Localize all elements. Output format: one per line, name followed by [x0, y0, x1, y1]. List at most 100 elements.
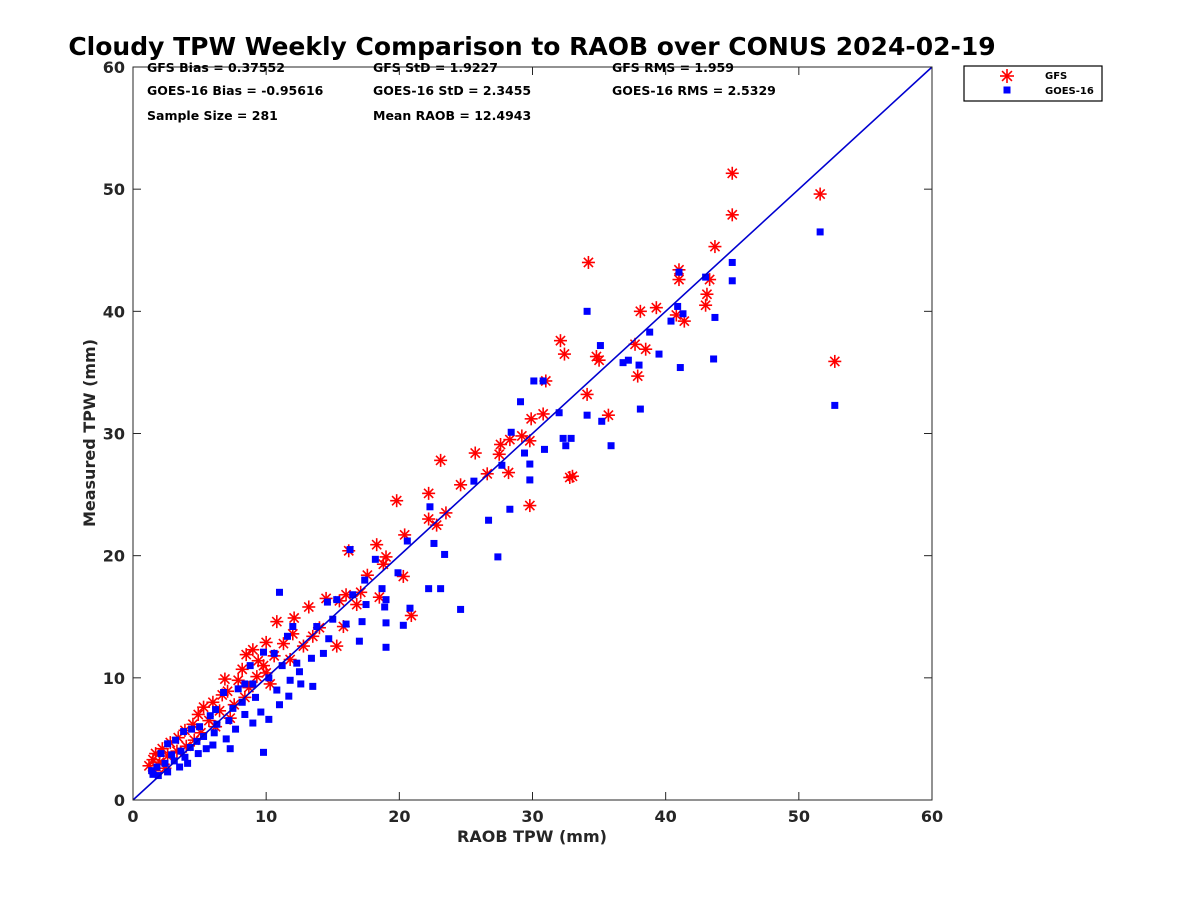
goes16-point: [675, 268, 683, 276]
stat-text: GFS StD = 1.9227: [373, 60, 498, 75]
goes16-point: [180, 728, 188, 736]
goes16-point: [283, 632, 291, 640]
goes16-point: [710, 355, 718, 363]
goes16-point: [275, 588, 283, 596]
goes16-point: [349, 591, 357, 599]
goes16-point: [506, 505, 514, 513]
gfs-point: [330, 639, 344, 653]
goes16-point: [457, 605, 465, 613]
goes16-point: [437, 585, 445, 593]
gfs-point: [396, 569, 410, 583]
legend-gfs-asterisk: [1000, 69, 1014, 83]
stat-text: GFS Bias = 0.37552: [147, 60, 285, 75]
goes16-point: [293, 659, 301, 667]
axis-ticks: 0 10 20 30 40 50 60 0 10 20 30 40 50 60: [103, 58, 943, 826]
goes16-point: [157, 750, 165, 758]
goes16-point: [260, 748, 268, 756]
goes16-point: [430, 539, 438, 547]
goes16-point: [583, 307, 591, 315]
gfs-point: [246, 643, 260, 657]
gfs-point: [404, 609, 418, 623]
gfs-point: [239, 648, 253, 662]
gfs-point: [218, 672, 232, 686]
goes16-point: [562, 442, 570, 450]
goes16-point: [507, 428, 515, 436]
goes16-point: [249, 680, 257, 688]
x-axis-label: RAOB TPW (mm): [457, 827, 607, 846]
goes16-point: [225, 717, 233, 725]
goes16-point: [362, 601, 370, 609]
gfs-point: [231, 673, 245, 687]
goes16-point: [676, 364, 684, 372]
goes16-point: [831, 401, 839, 409]
gfs-point: [581, 255, 595, 269]
x-tick-label: 30: [521, 807, 543, 826]
legend-label-gfs: GFS: [1045, 71, 1067, 82]
goes16-point: [212, 706, 220, 714]
gfs-point: [197, 700, 211, 714]
gfs-point: [699, 298, 713, 312]
gfs-point: [390, 494, 404, 508]
goes16-point: [382, 643, 390, 651]
gfs-point: [502, 466, 516, 480]
goes16-point: [607, 442, 615, 450]
goes16-point: [210, 729, 218, 737]
goes16-point: [177, 747, 185, 755]
gfs-point: [259, 635, 273, 649]
gfs-point: [276, 637, 290, 651]
goes16-point: [252, 693, 260, 701]
goes16-point: [170, 757, 178, 765]
y-tick-label: 60: [103, 58, 125, 77]
goes16-point: [329, 615, 337, 623]
goes16-point: [260, 648, 268, 656]
gfs-point: [235, 662, 249, 676]
goes16-point: [636, 405, 644, 413]
x-tick-label: 10: [255, 807, 277, 826]
gfs-point: [557, 347, 571, 361]
goes16-point: [265, 674, 273, 682]
gfs-point: [592, 353, 606, 367]
gfs-point: [350, 598, 364, 612]
legend-goes16-square: [1003, 86, 1011, 94]
gfs-point: [494, 437, 508, 451]
gfs-point: [524, 412, 538, 426]
goes16-point: [285, 692, 293, 700]
goes16-point: [559, 434, 567, 442]
gfs-point: [649, 301, 663, 315]
stat-text: GOES-16 RMS = 2.5329: [612, 83, 776, 98]
goes16-point: [361, 576, 369, 584]
stat-text: Sample Size = 281: [147, 108, 278, 123]
goes16-point: [270, 649, 278, 657]
goes16-point: [148, 767, 156, 775]
goes16-point: [295, 668, 303, 676]
stat-text: GOES-16 Bias = -0.95616: [147, 83, 324, 98]
gfs-point: [270, 615, 284, 629]
goes16-point: [222, 735, 230, 743]
gfs-point: [633, 304, 647, 318]
legend-box: [963, 65, 1103, 102]
y-tick-label: 50: [103, 180, 125, 199]
gfs-point: [828, 354, 842, 368]
y-tick-label: 40: [103, 302, 125, 321]
x-tick-label: 60: [921, 807, 943, 826]
goes16-point: [539, 377, 547, 385]
goes16-point: [596, 342, 604, 350]
x-tick-label: 20: [388, 807, 410, 826]
gfs-point: [536, 407, 550, 421]
goes16-point: [275, 701, 283, 709]
goes16-point: [667, 317, 675, 325]
gfs-point: [601, 408, 615, 422]
goes16-point: [485, 516, 493, 524]
goes16-point: [154, 772, 162, 780]
goes16-point: [494, 553, 502, 561]
goes16-point: [168, 751, 176, 759]
goes16-point: [188, 725, 196, 733]
goes16-point: [816, 228, 824, 236]
goes16-point: [238, 698, 246, 706]
gfs-point: [700, 287, 714, 301]
gfs-point: [725, 208, 739, 222]
gfs-point: [283, 653, 297, 667]
goes16-point: [470, 477, 478, 485]
goes16-point: [526, 476, 534, 484]
